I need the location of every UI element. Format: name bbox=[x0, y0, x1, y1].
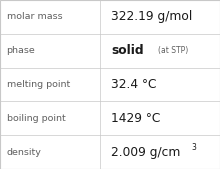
Text: 1429 °C: 1429 °C bbox=[111, 112, 160, 125]
Text: 322.19 g/mol: 322.19 g/mol bbox=[111, 10, 192, 23]
Text: 32.4 °C: 32.4 °C bbox=[111, 78, 157, 91]
Text: phase: phase bbox=[7, 46, 35, 55]
Text: melting point: melting point bbox=[7, 80, 70, 89]
Text: solid: solid bbox=[111, 44, 144, 57]
Text: 2.009 g/cm: 2.009 g/cm bbox=[111, 146, 180, 159]
Text: 3: 3 bbox=[191, 143, 196, 152]
Text: density: density bbox=[7, 148, 42, 157]
Text: molar mass: molar mass bbox=[7, 12, 62, 21]
Text: (at STP): (at STP) bbox=[158, 46, 189, 55]
Text: boiling point: boiling point bbox=[7, 114, 65, 123]
